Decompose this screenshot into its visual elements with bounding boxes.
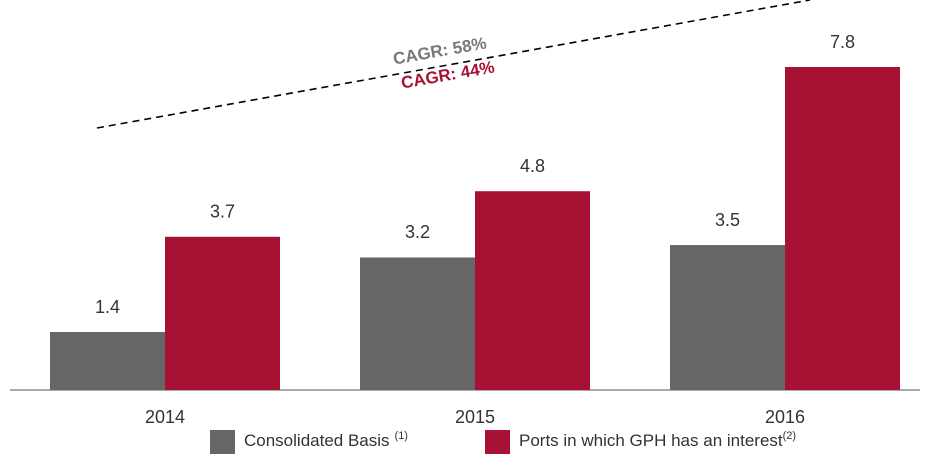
bar [670, 245, 785, 390]
legend-name: Ports in which GPH has an interest [519, 431, 783, 450]
bar [165, 236, 280, 390]
data-label: 7.8 [830, 32, 855, 52]
data-label: 4.8 [520, 156, 545, 176]
data-label: 3.7 [210, 202, 235, 222]
legend-name: Consolidated Basis [244, 431, 390, 450]
data-label: 3.2 [405, 222, 430, 242]
data-label: 1.4 [95, 297, 120, 317]
trend-line [96, 0, 811, 129]
legend-swatch [485, 430, 510, 454]
legend-swatch [210, 430, 235, 454]
bar [50, 332, 165, 390]
legend-label: Consolidated Basis (1) [244, 430, 408, 451]
bar [360, 257, 475, 390]
legend-label: Ports in which GPH has an interest(2) [519, 430, 796, 451]
legend-footnote: (1) [395, 430, 408, 442]
data-label: 3.5 [715, 210, 740, 230]
bar [475, 191, 590, 390]
x-tick-label: 2016 [765, 407, 805, 427]
legend-footnote: (2) [783, 430, 796, 442]
x-tick-label: 2014 [145, 407, 185, 427]
bar [785, 67, 900, 390]
x-tick-label: 2015 [455, 407, 495, 427]
